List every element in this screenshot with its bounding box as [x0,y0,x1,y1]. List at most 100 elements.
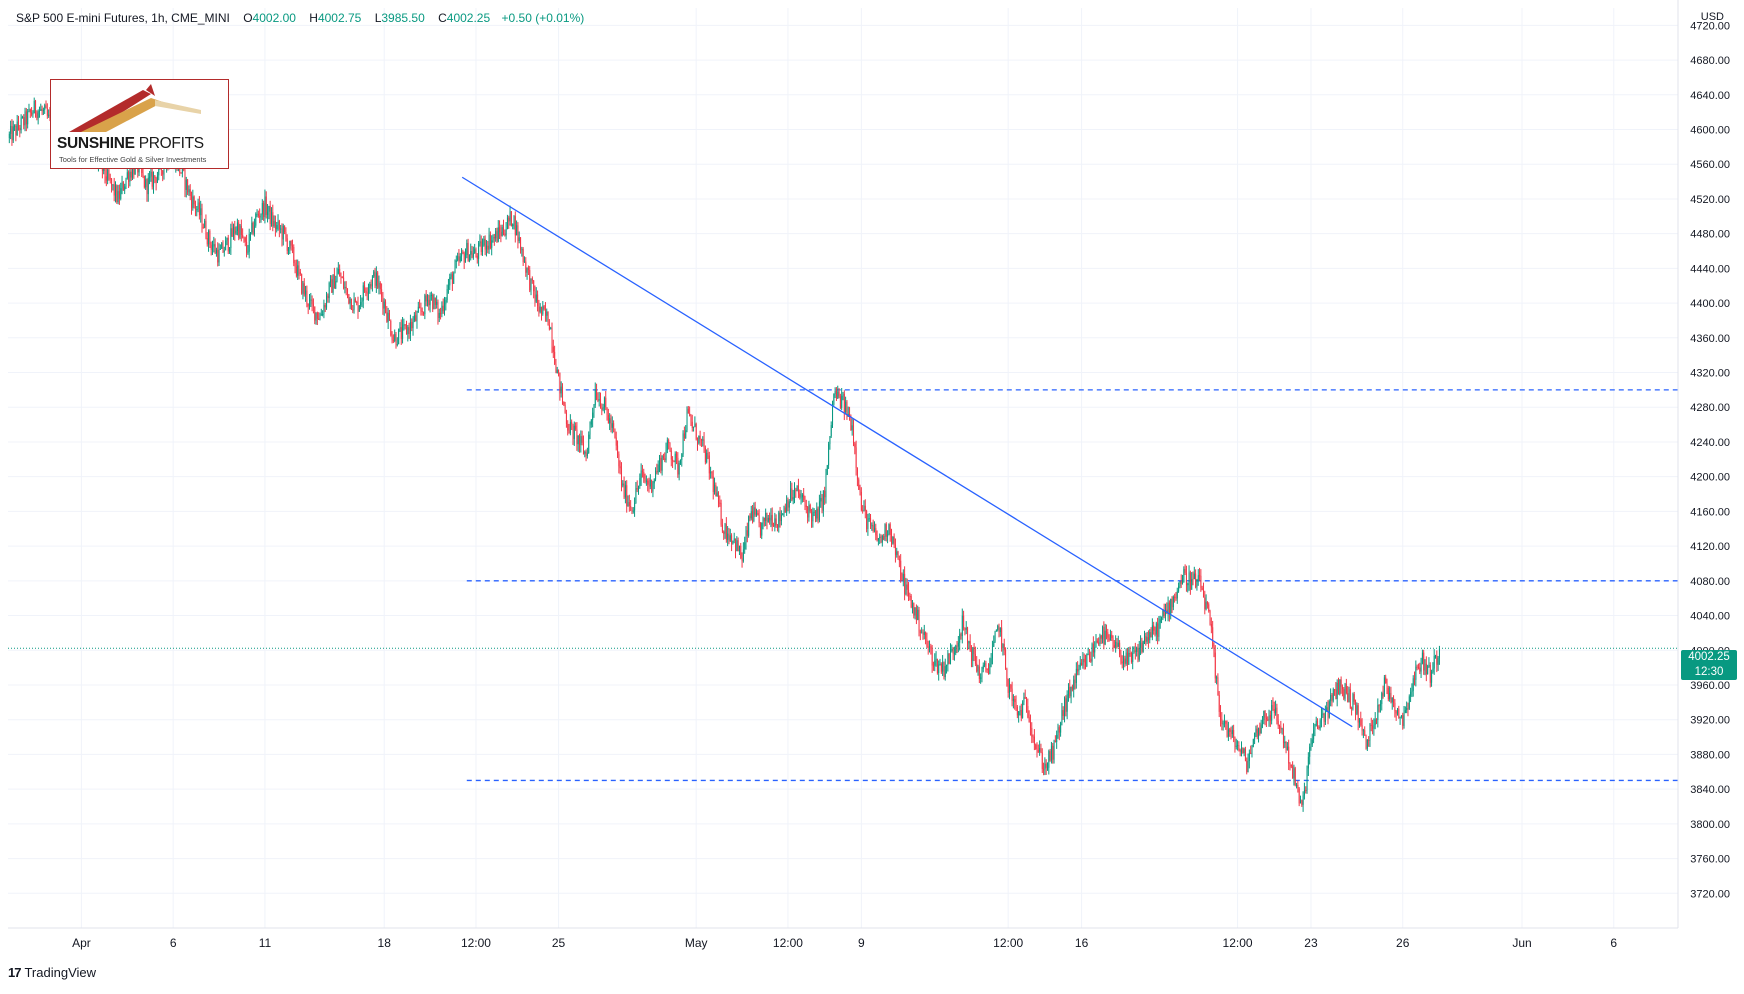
candle-body [818,501,820,521]
candle-body [948,653,950,664]
candle-body [375,272,377,286]
candle-body [1340,679,1342,687]
candle-body [1250,752,1252,755]
candle-body [741,558,743,562]
candle-body [243,237,245,239]
candle-body [925,632,927,640]
candle-body [202,227,204,229]
candle-body [815,511,817,519]
candle-body [1265,717,1267,720]
tradingview-logo-icon: 17 [8,965,22,980]
candle-body [1376,719,1378,721]
candle-body [488,234,490,250]
candle-body [280,228,282,230]
candle-body [1178,586,1180,592]
candle-body [1334,689,1336,691]
candle-body [602,407,604,410]
candle-body [461,251,463,257]
candle-body [943,662,945,678]
grid [8,8,1678,928]
candle-body [24,111,26,126]
candle-body [1383,677,1385,696]
candle-body [908,589,910,597]
candle-body [396,344,398,346]
candle-body [1336,682,1338,699]
candle-body [44,105,46,110]
candle-body [212,246,214,250]
candle-body [353,299,355,310]
candle-body [1196,579,1198,588]
candle-body [1015,702,1017,707]
candle-body [757,512,759,516]
candle-body [868,518,870,520]
candle-body [366,292,368,294]
candle-body [912,603,914,608]
candle-body [180,172,182,174]
candle-body [787,499,789,508]
candle-body [392,340,394,342]
candle-body [458,256,460,262]
candle-body [1269,715,1271,721]
candle-body [588,434,590,454]
candle-body [843,393,845,413]
candle-body [1047,767,1049,769]
candle-body [913,603,915,616]
candle-body [1002,643,1004,649]
candle-body [113,184,115,196]
candle-body [320,314,322,316]
candle-body [564,404,566,413]
candle-body [184,169,186,190]
candle-body [1400,715,1402,717]
candle-body [1223,720,1225,724]
candle-body [312,304,314,307]
candle-body [875,528,877,536]
x-tick-label: 23 [1304,936,1318,950]
candle-body [1297,784,1299,789]
candle-body [1026,698,1028,707]
candle-body [1117,642,1119,647]
candle-body [1153,625,1155,631]
candle-body [624,485,626,498]
candle-body [204,220,206,228]
candle-body [694,423,696,427]
candle-body [1062,710,1064,716]
candle-body [921,632,923,634]
candle-body [678,463,680,475]
y-tick-label: 4080.00 [1690,576,1730,588]
candle-body [417,306,419,313]
candle-body [1305,790,1307,792]
horizontal-levels [8,389,1678,782]
candle-body [881,535,883,543]
candle-body [1141,642,1143,652]
candle-body [143,175,145,188]
candle-body [725,523,727,540]
candle-body [1423,652,1425,671]
candle-body [944,666,946,678]
candle-body [1285,741,1287,751]
candle-body [226,237,228,241]
candle-body [1314,726,1316,731]
candle-body [853,425,855,444]
candle-body [1032,736,1034,738]
candle-body [399,327,401,329]
candle-body [122,182,124,191]
tradingview-footer[interactable]: 17 TradingView [8,965,96,980]
candle-body [1356,705,1358,714]
candle-body [929,646,931,648]
candle-body [1323,713,1325,722]
candle-body [1345,683,1347,694]
candle-body [364,285,366,291]
candle-body [1012,698,1014,701]
candle-body [21,117,23,119]
candle-body [463,253,465,263]
candle-body [1174,596,1176,599]
candle-body [492,237,494,241]
candle-body [1267,719,1269,721]
high-label: H [309,11,318,25]
candle-body [1208,604,1210,612]
candle-body [149,176,151,178]
countdown-value: 12:30 [1694,666,1724,678]
candle-body [260,214,262,218]
candle-body [267,211,269,215]
candle-body [315,312,317,321]
